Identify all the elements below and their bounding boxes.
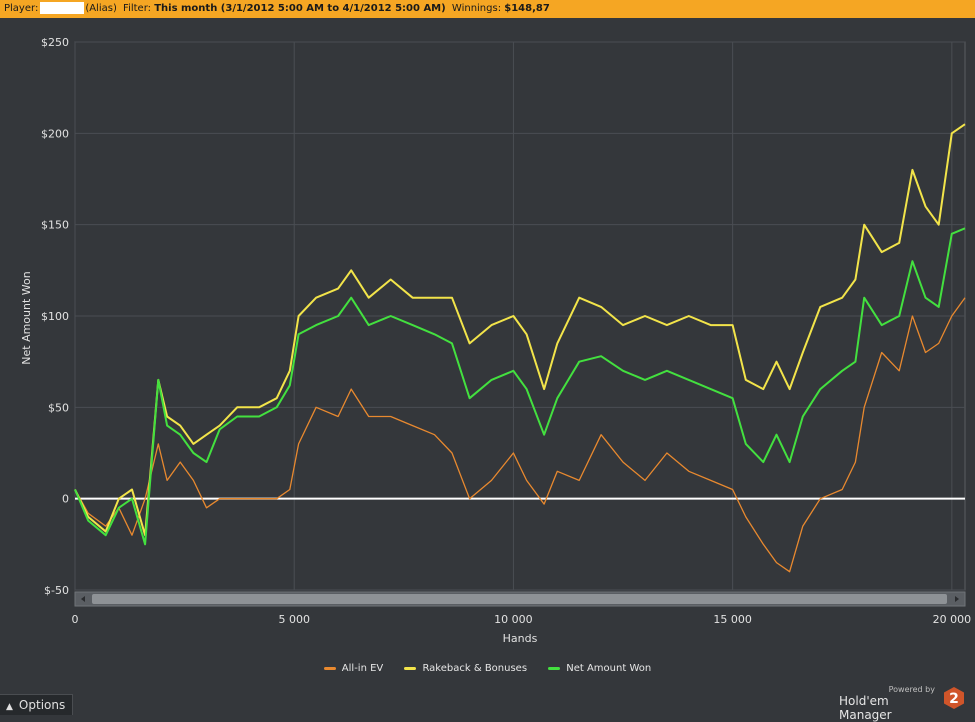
- scroll-right-icon[interactable]: [955, 596, 959, 602]
- legend-label-rakeback: Rakeback & Bonuses: [422, 663, 528, 674]
- y-tick-label: $200: [41, 127, 69, 140]
- legend-swatch-allin: [323, 667, 336, 670]
- series-line-net: [74, 227, 966, 546]
- y-axis-label: Net Amount Won: [20, 271, 33, 364]
- scrollbar-thumb[interactable]: [92, 594, 947, 604]
- legend-label-net: Net Amount Won: [566, 663, 652, 674]
- winnings-graph: $-50 0 $50 $100 $150 $200 $250 0 5 000 10 000 15 …: [20, 36, 972, 645]
- legend: All-in EV Rakeback & Bonuses Net Amount …: [0, 662, 975, 674]
- filter-value[interactable]: This month (3/1/2012 5:00 AM to 4/1/2012…: [154, 3, 446, 14]
- legend-swatch-net: [548, 667, 561, 670]
- chevron-up-icon: ▲: [6, 702, 13, 712]
- y-tick-label: $-50: [44, 584, 69, 597]
- product-name: Hold'em Manager: [839, 694, 892, 722]
- series-layer: [74, 123, 966, 573]
- legend-label-allin: All-in EV: [341, 663, 384, 674]
- x-tick-label: 20 000: [933, 613, 972, 626]
- horizontal-scrollbar[interactable]: [74, 591, 966, 607]
- y-tick-label: $150: [41, 219, 69, 232]
- legend-item-rakeback: Rakeback & Bonuses: [404, 663, 527, 674]
- x-tick-label: 5 000: [278, 613, 310, 626]
- x-tick-label: 10 000: [494, 613, 533, 626]
- y-tick-label: $100: [41, 310, 69, 323]
- y-tick-label: $50: [48, 401, 69, 414]
- filter-bar: Player: (Alias) Filter: This month (3/1/2…: [0, 0, 975, 18]
- svg-text:2: 2: [949, 691, 959, 707]
- brand-logo: Powered by Hold'em Manager 2: [839, 684, 969, 722]
- x-tick-label: 15 000: [713, 613, 752, 626]
- powered-by-label: Powered by: [888, 685, 935, 694]
- y-tick-label: $250: [41, 36, 69, 49]
- player-name-redacted: [40, 2, 85, 14]
- x-tick-label: 0: [72, 613, 79, 626]
- legend-item-net: Net Amount Won: [548, 663, 651, 674]
- y-axis: $-50 0 $50 $100 $150 $200 $250: [41, 36, 69, 597]
- hm2-logo-icon: 2: [944, 687, 964, 709]
- legend-item-allin: All-in EV: [323, 663, 384, 674]
- scroll-left-icon[interactable]: [81, 596, 85, 602]
- alias-label: (Alias): [85, 3, 117, 14]
- winnings-value: $148,87: [504, 3, 550, 14]
- series-line-rakeback: [74, 123, 966, 537]
- legend-swatch-rakeback: [404, 667, 417, 670]
- filter-label: Filter:: [123, 3, 152, 14]
- y-tick-label: 0: [62, 493, 69, 506]
- player-label: Player:: [4, 3, 39, 14]
- x-axis-label: Hands: [503, 632, 538, 645]
- options-toggle[interactable]: ▲ Options: [0, 694, 73, 715]
- x-axis: 0 5 000 10 000 15 000 20 000: [72, 613, 972, 626]
- winnings-label: Winnings:: [451, 3, 502, 14]
- series-line-allin: [74, 297, 966, 573]
- options-label: Options: [18, 698, 66, 712]
